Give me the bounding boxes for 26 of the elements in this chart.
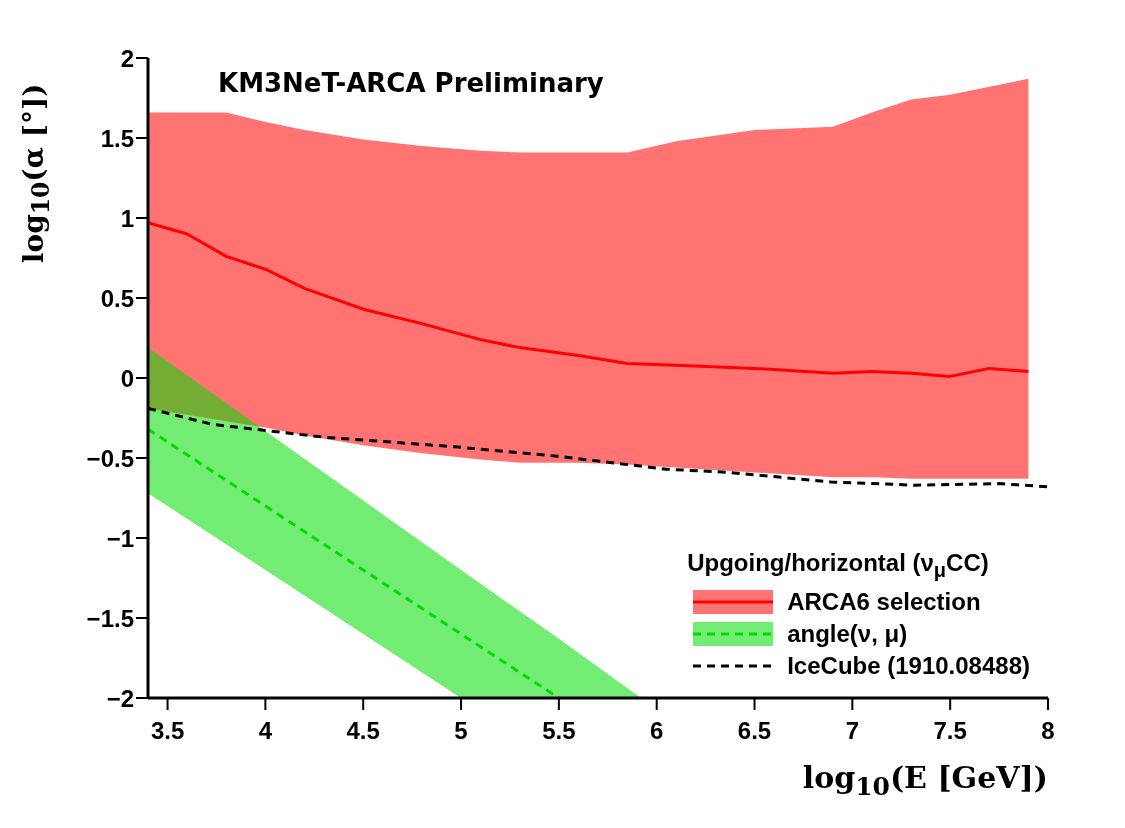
x-tick-label: 4 [258,717,273,745]
annotation: KM3NeT-ARCA Preliminary [218,68,604,98]
y-tick-label: −0.5 [86,444,134,472]
x-tick-label: 3.5 [150,717,185,745]
x-tick-label: 6.5 [737,717,772,745]
x-axis-title: log$_{10}$(E [GeV]) [802,760,1048,801]
y-tick-label: −1.5 [86,604,134,632]
legend-label: ARCA6 selection [787,588,981,616]
y-tick-label: 0.5 [100,284,134,312]
y-tick-label: 1.5 [100,124,134,152]
x-tick-label: 6 [650,717,664,745]
x-tick-label: 7.5 [933,717,967,745]
y-tick-label: 0 [120,364,134,392]
y-tick-label: 2 [120,44,134,72]
line-series [148,221,1030,378]
x-tick-label: 5 [454,717,468,745]
x-tick-label: 5.5 [542,717,576,745]
y-tick-label: 1 [120,204,134,232]
y-tick-label: −1 [106,524,134,552]
legend-label: angle(ν, μ) [787,620,908,648]
legend-label: IceCube (1910.08488) [787,652,1030,680]
x-tick-label: 4.5 [346,717,380,745]
y-tick-label: −2 [106,684,134,712]
x-tick-label: 7 [845,717,860,745]
legend-title: Upgoing/horizontal (ν$_{μ}$CC) [687,549,990,582]
x-tick-label: 8 [1041,717,1055,745]
